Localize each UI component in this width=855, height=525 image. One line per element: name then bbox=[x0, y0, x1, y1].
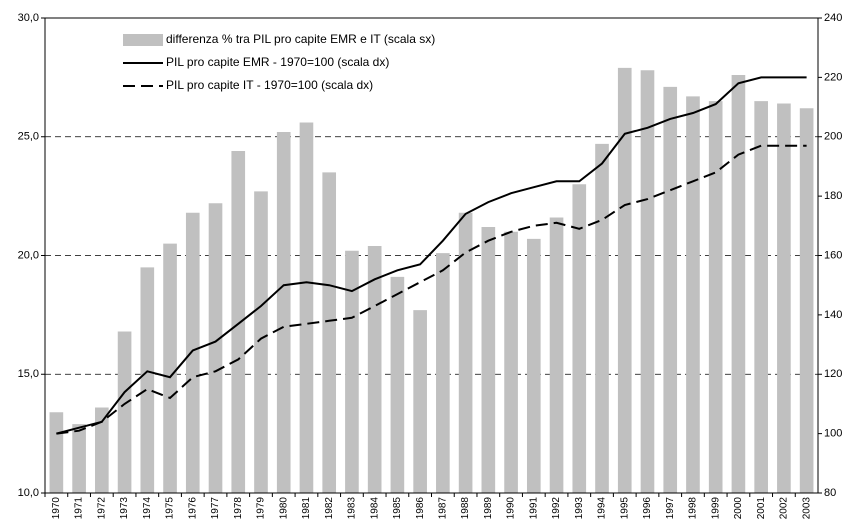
bar bbox=[299, 122, 314, 493]
legend-label: PIL pro capite IT - 1970=100 (scala dx) bbox=[166, 78, 373, 92]
bar bbox=[481, 227, 496, 493]
x-tick-label: 1974 bbox=[142, 497, 153, 520]
x-tick-label: 1984 bbox=[369, 497, 380, 520]
x-tick-label: 1970 bbox=[51, 497, 62, 520]
bar bbox=[458, 212, 473, 493]
y-tick-label: 20,0 bbox=[18, 249, 39, 261]
x-tick-label: 1998 bbox=[688, 497, 699, 520]
bar bbox=[322, 172, 337, 493]
bar bbox=[231, 151, 246, 493]
x-tick-label: 2003 bbox=[801, 497, 812, 520]
bar bbox=[640, 70, 655, 493]
bar bbox=[72, 424, 86, 493]
x-tick-label: 1995 bbox=[619, 497, 630, 520]
y2-tick-label: 200 bbox=[824, 131, 842, 143]
bar bbox=[504, 231, 518, 493]
x-tick-label: 1976 bbox=[187, 497, 198, 520]
bar bbox=[754, 101, 768, 493]
y2-tick-label: 140 bbox=[824, 309, 842, 321]
x-tick-label: 2000 bbox=[733, 497, 744, 520]
x-tick-label: 1972 bbox=[96, 497, 107, 520]
bar bbox=[208, 203, 223, 493]
bar bbox=[549, 217, 564, 493]
x-tick-label: 1990 bbox=[506, 497, 517, 520]
x-tick-label: 1989 bbox=[483, 497, 494, 520]
x-tick-label: 1994 bbox=[597, 497, 608, 520]
plot-frame bbox=[44, 17, 819, 494]
bar bbox=[436, 253, 450, 493]
y-tick-label: 15,0 bbox=[18, 368, 39, 380]
bar bbox=[140, 267, 155, 493]
x-tick-label: 1997 bbox=[665, 497, 676, 520]
y2-tick-label: 120 bbox=[824, 368, 842, 380]
line bbox=[56, 144, 807, 435]
x-tick-label: 1982 bbox=[324, 497, 335, 520]
y2-tick-label: 180 bbox=[824, 190, 842, 202]
x-tick-label: 1996 bbox=[642, 497, 653, 520]
x-tick-label: 1986 bbox=[415, 497, 426, 520]
bar bbox=[276, 132, 291, 493]
x-tick-label: 1988 bbox=[460, 497, 471, 520]
x-tick-label: 1987 bbox=[438, 497, 449, 520]
y2-tick-label: 240 bbox=[824, 12, 842, 24]
x-tick-label: 1979 bbox=[256, 497, 267, 520]
bar bbox=[185, 212, 200, 493]
bar bbox=[163, 243, 177, 493]
y-tick-label: 30,0 bbox=[18, 12, 39, 24]
bar bbox=[254, 191, 268, 493]
y-tick-label: 10,0 bbox=[18, 487, 39, 499]
x-tick-label: 2002 bbox=[779, 497, 790, 520]
legend-label: PIL pro capite EMR - 1970=100 (scala dx) bbox=[166, 55, 389, 69]
bar bbox=[526, 238, 541, 493]
legend-label: differenza % tra PIL pro capite EMR e IT… bbox=[166, 32, 435, 46]
x-tick-label: 1999 bbox=[710, 497, 721, 520]
bar bbox=[799, 108, 814, 493]
bar bbox=[49, 412, 64, 493]
x-tick-label: 1985 bbox=[392, 497, 403, 520]
x-tick-label: 1977 bbox=[210, 497, 221, 520]
x-tick-label: 1991 bbox=[528, 497, 539, 520]
x-tick-label: 1992 bbox=[551, 497, 562, 520]
x-tick-label: 1980 bbox=[278, 497, 289, 520]
bar bbox=[617, 67, 632, 493]
y-tick-label: 25,0 bbox=[18, 131, 39, 143]
y2-tick-label: 100 bbox=[824, 428, 842, 440]
x-tick-label: 1981 bbox=[301, 497, 312, 520]
bar bbox=[731, 75, 746, 493]
bar bbox=[686, 96, 700, 493]
x-tick-label: 1975 bbox=[165, 497, 176, 520]
bar bbox=[663, 86, 678, 493]
x-tick-label: 1993 bbox=[574, 497, 585, 520]
bar bbox=[345, 250, 359, 493]
y2-tick-label: 220 bbox=[824, 71, 842, 83]
bar bbox=[413, 310, 427, 493]
bar bbox=[390, 276, 405, 493]
line bbox=[56, 76, 807, 435]
x-tick-label: 1973 bbox=[119, 497, 130, 520]
bar bbox=[708, 101, 723, 493]
x-tick-label: 1971 bbox=[74, 497, 85, 520]
bar bbox=[95, 407, 109, 493]
y2-tick-label: 80 bbox=[824, 487, 836, 499]
x-tick-label: 2001 bbox=[756, 497, 767, 520]
bar bbox=[595, 143, 609, 493]
legend-swatch bbox=[123, 34, 163, 46]
x-tick-label: 1983 bbox=[347, 497, 358, 520]
bar bbox=[572, 184, 587, 493]
x-tick-label: 1978 bbox=[233, 497, 244, 520]
y2-tick-label: 160 bbox=[824, 249, 842, 261]
bar bbox=[777, 103, 791, 493]
bar bbox=[117, 331, 132, 493]
bar bbox=[367, 246, 382, 493]
